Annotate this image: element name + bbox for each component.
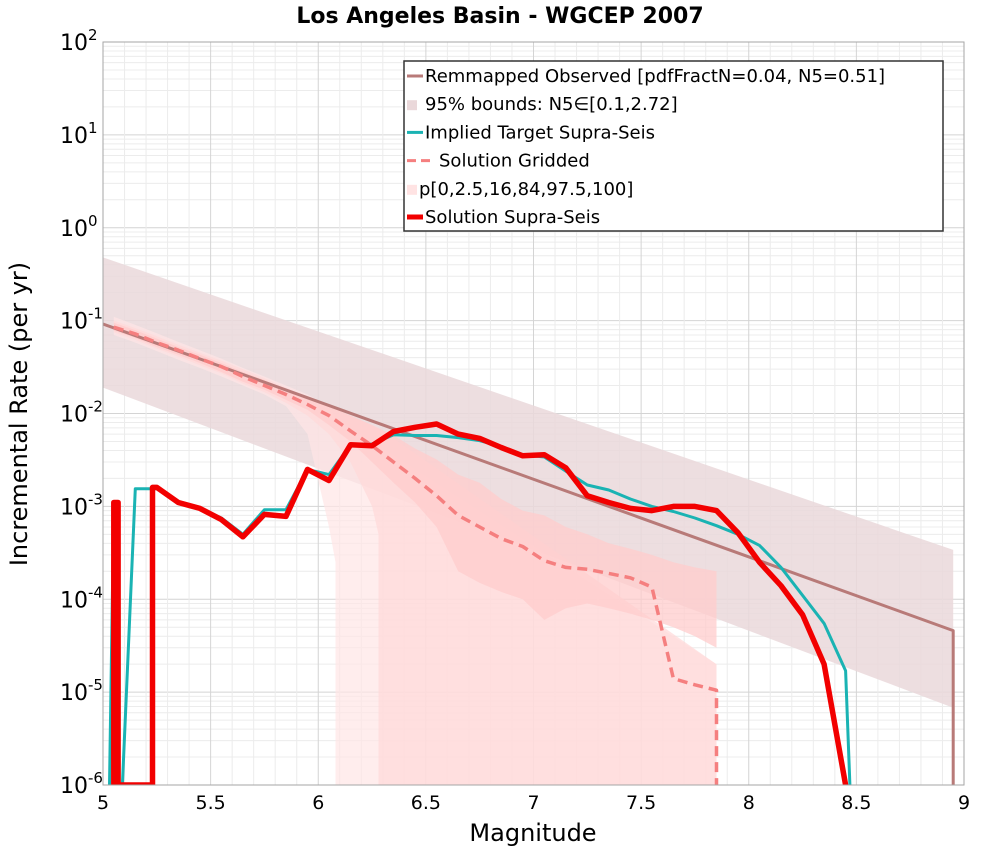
y-tick-label: 10-4 — [60, 583, 103, 613]
x-tick-label: 6 — [312, 792, 324, 814]
x-tick-label: 5.5 — [196, 792, 226, 814]
y-tick-label: 10-5 — [60, 676, 103, 706]
legend-label: 95% bounds: N5∈[0.1,2.72] — [425, 94, 678, 115]
legend-label: p[0,2.5,16,84,97.5,100] — [419, 179, 633, 200]
x-tick-label: 8 — [743, 792, 755, 814]
y-axis-label: Incremental Rate (per yr) — [5, 262, 33, 566]
legend: Remmapped Observed [pdfFractN=0.04, N5=0… — [403, 60, 944, 232]
y-axis-ticks: 10-6 10-5 10-4 10-3 10-2 10-1 100 101 102 — [60, 26, 103, 799]
lines-layer — [103, 322, 955, 785]
legend-box — [403, 60, 944, 232]
legend-label: Solution Supra-Seis — [425, 207, 600, 228]
line-solution_gridded — [113, 325, 719, 785]
y-tick-label: 100 — [60, 212, 98, 242]
x-axis-label: Magnitude — [469, 819, 596, 847]
x-tick-label: 8.5 — [841, 792, 871, 814]
y-tick-label: 101 — [60, 119, 98, 149]
chart-title: Los Angeles Basin - WGCEP 2007 — [296, 4, 703, 29]
y-tick-label: 10-2 — [60, 398, 103, 428]
legend-swatch — [407, 184, 417, 195]
line-observed — [103, 322, 955, 785]
y-tick-label: 10-3 — [60, 490, 103, 520]
legend-label: Remmapped Observed [pdfFractN=0.04, N5=0… — [425, 66, 885, 87]
plot-frame — [102, 41, 965, 786]
band-percentile_band_inner — [113, 320, 717, 785]
legend-label: Implied Target Supra-Seis — [425, 122, 655, 143]
band-bounds95 — [103, 257, 954, 708]
x-axis-ticks: 5 5.5 6 6.5 7 7.5 8 8.5 9 — [97, 792, 970, 814]
x-tick-label: 5 — [97, 792, 109, 814]
legend-swatch — [407, 100, 417, 111]
x-tick-label: 7 — [527, 792, 539, 814]
y-tick-label: 10-6 — [60, 769, 103, 799]
y-tick-label: 102 — [60, 26, 98, 56]
legend-label: Solution Gridded — [439, 151, 590, 172]
x-tick-label: 6.5 — [411, 792, 441, 814]
x-tick-label: 7.5 — [626, 792, 656, 814]
line-solution_supra — [111, 421, 849, 785]
y-tick-label: 10-1 — [60, 305, 103, 335]
x-tick-label: 9 — [958, 792, 970, 814]
